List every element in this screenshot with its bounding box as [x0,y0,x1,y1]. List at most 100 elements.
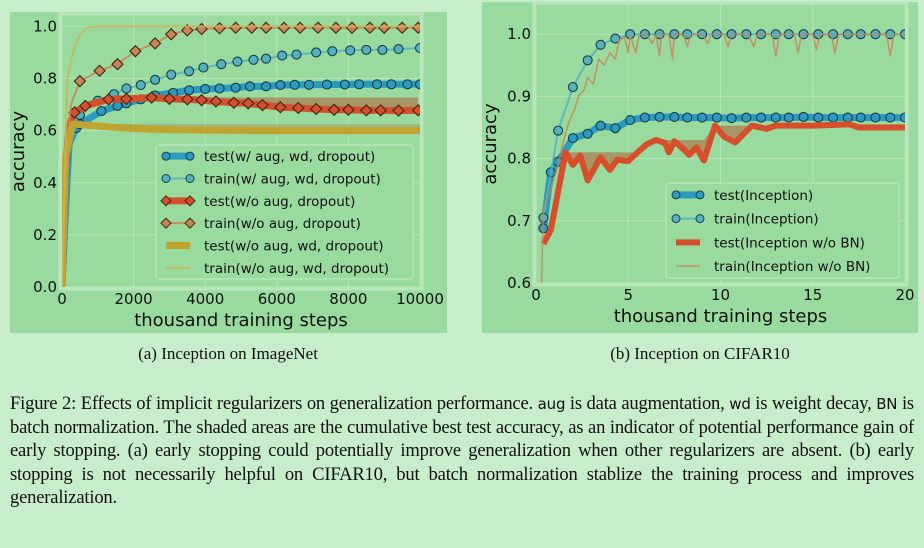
legend-label: test(w/o aug, wd, dropout) [204,239,384,255]
legend-marker [185,174,195,183]
data-point-marker [289,79,300,90]
data-point-marker [309,102,323,116]
series-layer [538,29,905,283]
x-tick-label: 10 [711,286,730,304]
legend-label: test(Inception) [714,188,813,204]
caption-label: Figure 2: [10,393,77,414]
data-point-marker [93,64,106,77]
data-point-marker [73,74,87,88]
y-tick-label: 1.0 [33,17,57,35]
y-tick-label: 0.4 [33,174,57,192]
legend-marker [695,190,705,200]
data-point-marker [227,96,241,110]
data-point-marker [842,112,853,123]
figure-caption: Figure 2: Effects of implicit regularize… [10,392,914,509]
data-point-marker [148,37,162,50]
data-point-marker [261,81,272,92]
data-point-marker [402,79,413,90]
caption-text: is batch normalization. The shaded areas… [10,393,914,508]
x-tick-label: 10000 [396,290,444,308]
data-point-marker [96,106,107,117]
data-point-marker [214,83,225,94]
legend-marker [185,151,195,161]
data-point-marker [184,66,195,77]
plot-border [532,1,909,287]
data-point-marker [414,79,420,90]
data-point-marker [885,112,896,123]
data-point-marker [386,79,397,90]
data-point-marker [567,133,578,144]
data-point-marker [163,92,176,106]
data-point-marker [411,104,420,117]
data-point-marker [184,85,195,96]
data-point-marker [798,111,809,122]
data-point-marker [198,62,209,73]
series-line-2 [540,121,905,246]
legend-marker [695,214,705,224]
caption-text: is weight decay, [755,393,872,414]
data-point-marker [129,44,142,58]
x-tick-label: 6000 [258,290,296,308]
data-point-marker [195,93,208,107]
legend-label: train(w/o aug, wd, dropout) [204,261,389,277]
data-point-marker [111,57,124,71]
legend-label: test(w/o aug, dropout) [204,194,355,210]
data-point-marker [374,104,387,117]
caption-code-aug: aug [537,395,566,413]
x-tick-label: 4000 [186,290,224,308]
legend-label: train(w/ aug, wd, dropout) [204,172,381,188]
data-point-marker [345,45,356,56]
x-tick-label: 0 [57,290,67,308]
data-point-marker [292,101,305,115]
data-point-marker [291,49,302,60]
series-line-4 [62,120,420,287]
data-point-marker [899,112,905,123]
series-line-5 [62,25,420,287]
y-axis-label: accuracy [8,111,29,193]
data-point-marker [361,44,372,55]
data-point-marker [553,125,564,136]
data-point-marker [244,81,255,92]
legend-marker [184,217,196,229]
legend-label: train(w/o aug, dropout) [204,216,361,232]
data-point-marker [78,99,92,113]
data-point-marker [327,46,338,57]
data-point-marker [741,112,752,123]
caption-text: Effects of implicit regularizers on gene… [80,393,534,414]
y-tick-label: 0.2 [33,226,57,244]
data-point-marker [150,74,161,85]
y-tick-label: 0.9 [507,87,531,105]
y-tick-label: 0.7 [507,212,531,230]
data-point-marker [567,82,578,93]
legend-label: train(Inception) [714,212,819,228]
legend-box [155,144,414,280]
y-tick-label: 0.6 [33,122,57,140]
data-point-marker [102,93,115,106]
data-point-marker [696,112,708,123]
data-point-marker [311,47,322,58]
data-point-marker [783,112,794,123]
data-point-marker [274,100,287,114]
y-tick-label: 1.0 [507,25,531,43]
data-point-marker [682,112,693,123]
chart-a-imagenet: 0 2000 4000 6000 8000 10000 0.0 0.2 0.4 0.6 0.8 1.0… [8,12,447,333]
data-point-marker [209,95,223,108]
data-point-marker [770,112,781,123]
data-point-marker [813,112,824,123]
legend-label: test(Inception w/o BN) [714,235,865,251]
data-point-marker [870,112,881,123]
data-point-marker [392,104,405,117]
data-point-marker [256,98,269,112]
data-point-marker [275,80,286,91]
legend-marker [160,217,172,229]
legend-label: test(w/ aug, wd, dropout) [204,149,375,165]
data-point-marker [327,103,341,117]
data-point-marker [339,79,350,90]
data-point-marker [261,53,272,64]
data-point-marker [756,112,767,123]
x-tick-label: 0 [531,286,541,304]
data-point-marker [164,27,178,41]
legend-marker [671,190,681,200]
data-point-marker [377,44,388,55]
data-point-marker [248,54,259,65]
